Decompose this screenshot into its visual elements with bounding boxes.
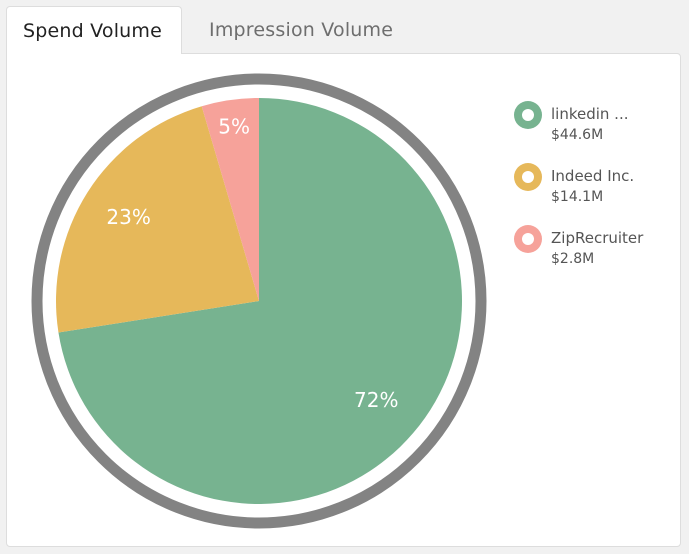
tab-bar: Spend Volume Impression Volume	[6, 6, 409, 54]
legend-marker-dot	[522, 109, 534, 121]
legend-marker-indeed	[514, 163, 542, 191]
pie-outer-ring	[31, 73, 487, 529]
pie-label-linkedin: 72%	[354, 388, 398, 412]
legend-marker-ziprecruiter	[514, 225, 542, 253]
legend-marker-dot	[522, 171, 534, 183]
pie-label-ziprecruiter: 5%	[218, 115, 250, 139]
pie-chart: 72% 23% 5%	[31, 73, 487, 529]
legend-label: Indeed Inc.	[551, 167, 635, 185]
pie-slice-indeed[interactable]	[56, 106, 259, 333]
pie-slices	[56, 98, 463, 505]
legend-value: $14.1M	[551, 189, 604, 205]
pie-slice-linkedin[interactable]	[58, 98, 463, 505]
legend-label: ZipRecruiter	[551, 229, 644, 247]
legend-marker-dot	[522, 233, 534, 245]
pie-slice-ziprecruiter[interactable]	[201, 98, 259, 301]
legend-value: $2.8M	[551, 251, 595, 267]
legend-marker-linkedin	[514, 101, 542, 129]
chart-panel: 72% 23% 5% linkedin ... $44.6M Indeed Inc.…	[6, 53, 681, 547]
pie-labels: 72% 23% 5%	[106, 115, 398, 412]
pie-label-indeed: 23%	[106, 205, 150, 229]
tab-impression-volume[interactable]: Impression Volume	[209, 19, 394, 41]
legend-label: linkedin ...	[551, 105, 629, 123]
legend-value: $44.6M	[551, 127, 604, 143]
tab-spend-volume[interactable]: Spend Volume	[6, 6, 183, 54]
